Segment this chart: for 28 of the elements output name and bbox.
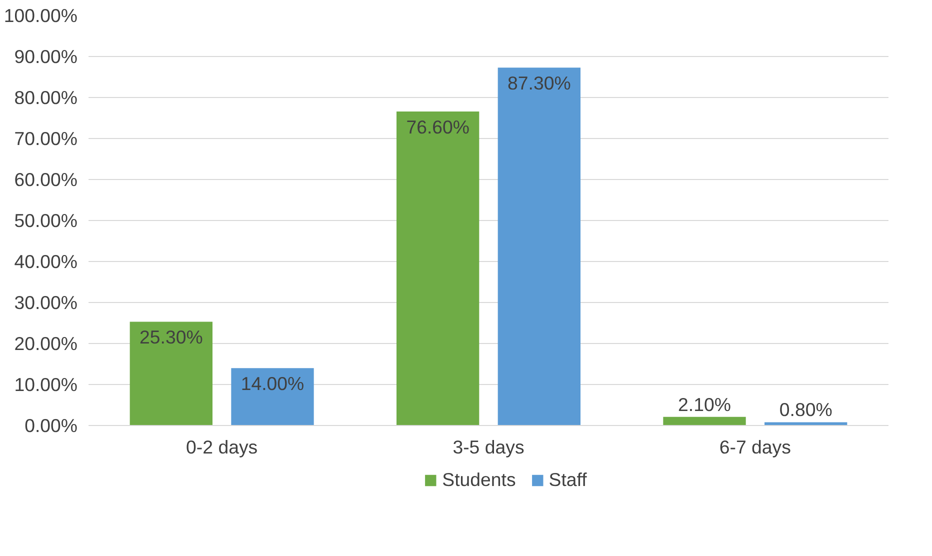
y-tick-label: 30.00% [14,292,78,313]
y-tick-label: 20.00% [14,333,78,354]
data-label: 87.30% [508,72,571,94]
bar [498,68,580,426]
legend-label: Staff [548,469,587,491]
y-tick-label: 40.00% [14,251,78,272]
data-label: 2.10% [678,394,731,415]
data-label: 76.60% [406,116,470,138]
data-label: 0.80% [779,399,832,420]
y-tick-label: 60.00% [14,169,78,190]
y-tick-label: 100.00% [4,5,78,26]
y-tick-label: 10.00% [14,374,78,395]
y-tick-label: 80.00% [14,87,78,108]
x-tick-label: 0-2 days [186,436,258,458]
data-label: 25.30% [140,326,203,348]
x-tick-label: 3-5 days [452,436,524,458]
bar [764,422,848,426]
bar [231,368,314,426]
legend-label: Students [442,469,516,491]
bar [130,322,212,426]
x-tick-label: 6-7 days [719,436,791,458]
y-tick-label: 0.00% [24,415,78,436]
y-tick-label: 90.00% [14,46,78,67]
y-tick-label: 70.00% [14,128,78,149]
bar [663,416,746,426]
data-label: 14.00% [240,373,304,394]
bar [396,111,480,426]
y-tick-label: 50.00% [14,210,78,231]
